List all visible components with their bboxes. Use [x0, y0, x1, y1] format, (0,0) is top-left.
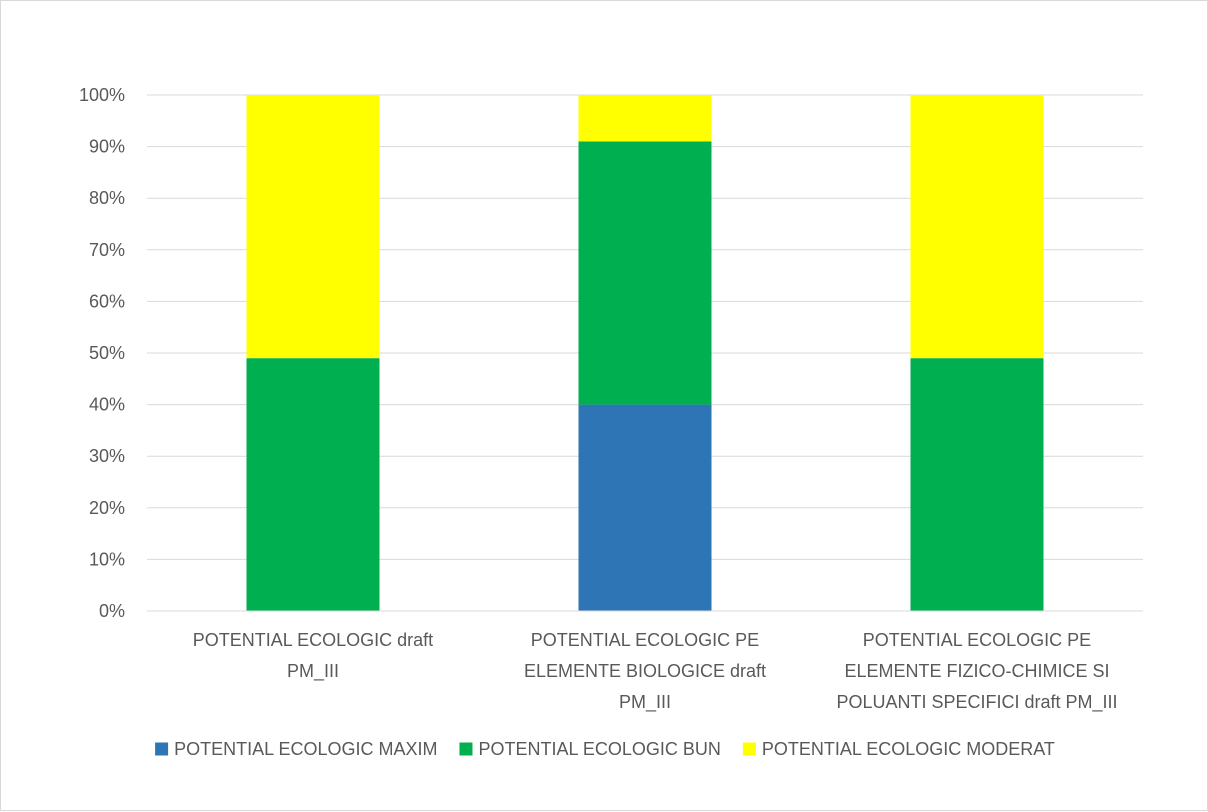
legend-label: POTENTIAL ECOLOGIC MODERAT: [762, 739, 1055, 759]
y-tick-label: 0%: [99, 601, 125, 621]
bar-segment: [578, 141, 712, 405]
bar-segment: [246, 95, 380, 359]
y-tick-label: 30%: [89, 446, 125, 466]
legend-label: POTENTIAL ECOLOGIC BUN: [478, 739, 720, 759]
legend-label: POTENTIAL ECOLOGIC MAXIM: [174, 739, 437, 759]
category-label: POTENTIAL ECOLOGIC draft PM_III: [193, 630, 433, 682]
bar-segment: [246, 358, 380, 611]
category-label: POTENTIAL ECOLOGIC PE ELEMENTE BIOLOGICE …: [524, 630, 766, 713]
bars: [246, 95, 1044, 611]
y-tick-label: 40%: [89, 395, 125, 415]
y-tick-label: 20%: [89, 498, 125, 518]
category-labels: POTENTIAL ECOLOGIC draft PM_III POTENTIAL …: [193, 630, 1118, 713]
legend: POTENTIAL ECOLOGIC MAXIM POTENTIAL ECOLOG…: [155, 739, 1055, 759]
y-tick-label: 90%: [89, 137, 125, 157]
bar-segment: [578, 95, 712, 142]
legend-swatch: [742, 742, 756, 756]
y-tick-label: 60%: [89, 291, 125, 311]
y-tick-label: 100%: [79, 85, 125, 105]
bar-segment: [910, 95, 1044, 359]
y-tick-label: 80%: [89, 188, 125, 208]
legend-swatch: [155, 742, 169, 756]
legend-swatch: [459, 742, 473, 756]
y-tick-label: 70%: [89, 240, 125, 260]
y-axis-ticks: 0% 10% 20% 30% 40% 50% 60% 70% 80% 90% 100%: [79, 85, 125, 621]
y-tick-label: 50%: [89, 343, 125, 363]
bar-segment: [578, 404, 712, 611]
y-tick-label: 10%: [89, 549, 125, 569]
bar-segment: [910, 358, 1044, 611]
category-label: POTENTIAL ECOLOGIC PE ELEMENTE FIZICO-CHI…: [836, 630, 1117, 713]
